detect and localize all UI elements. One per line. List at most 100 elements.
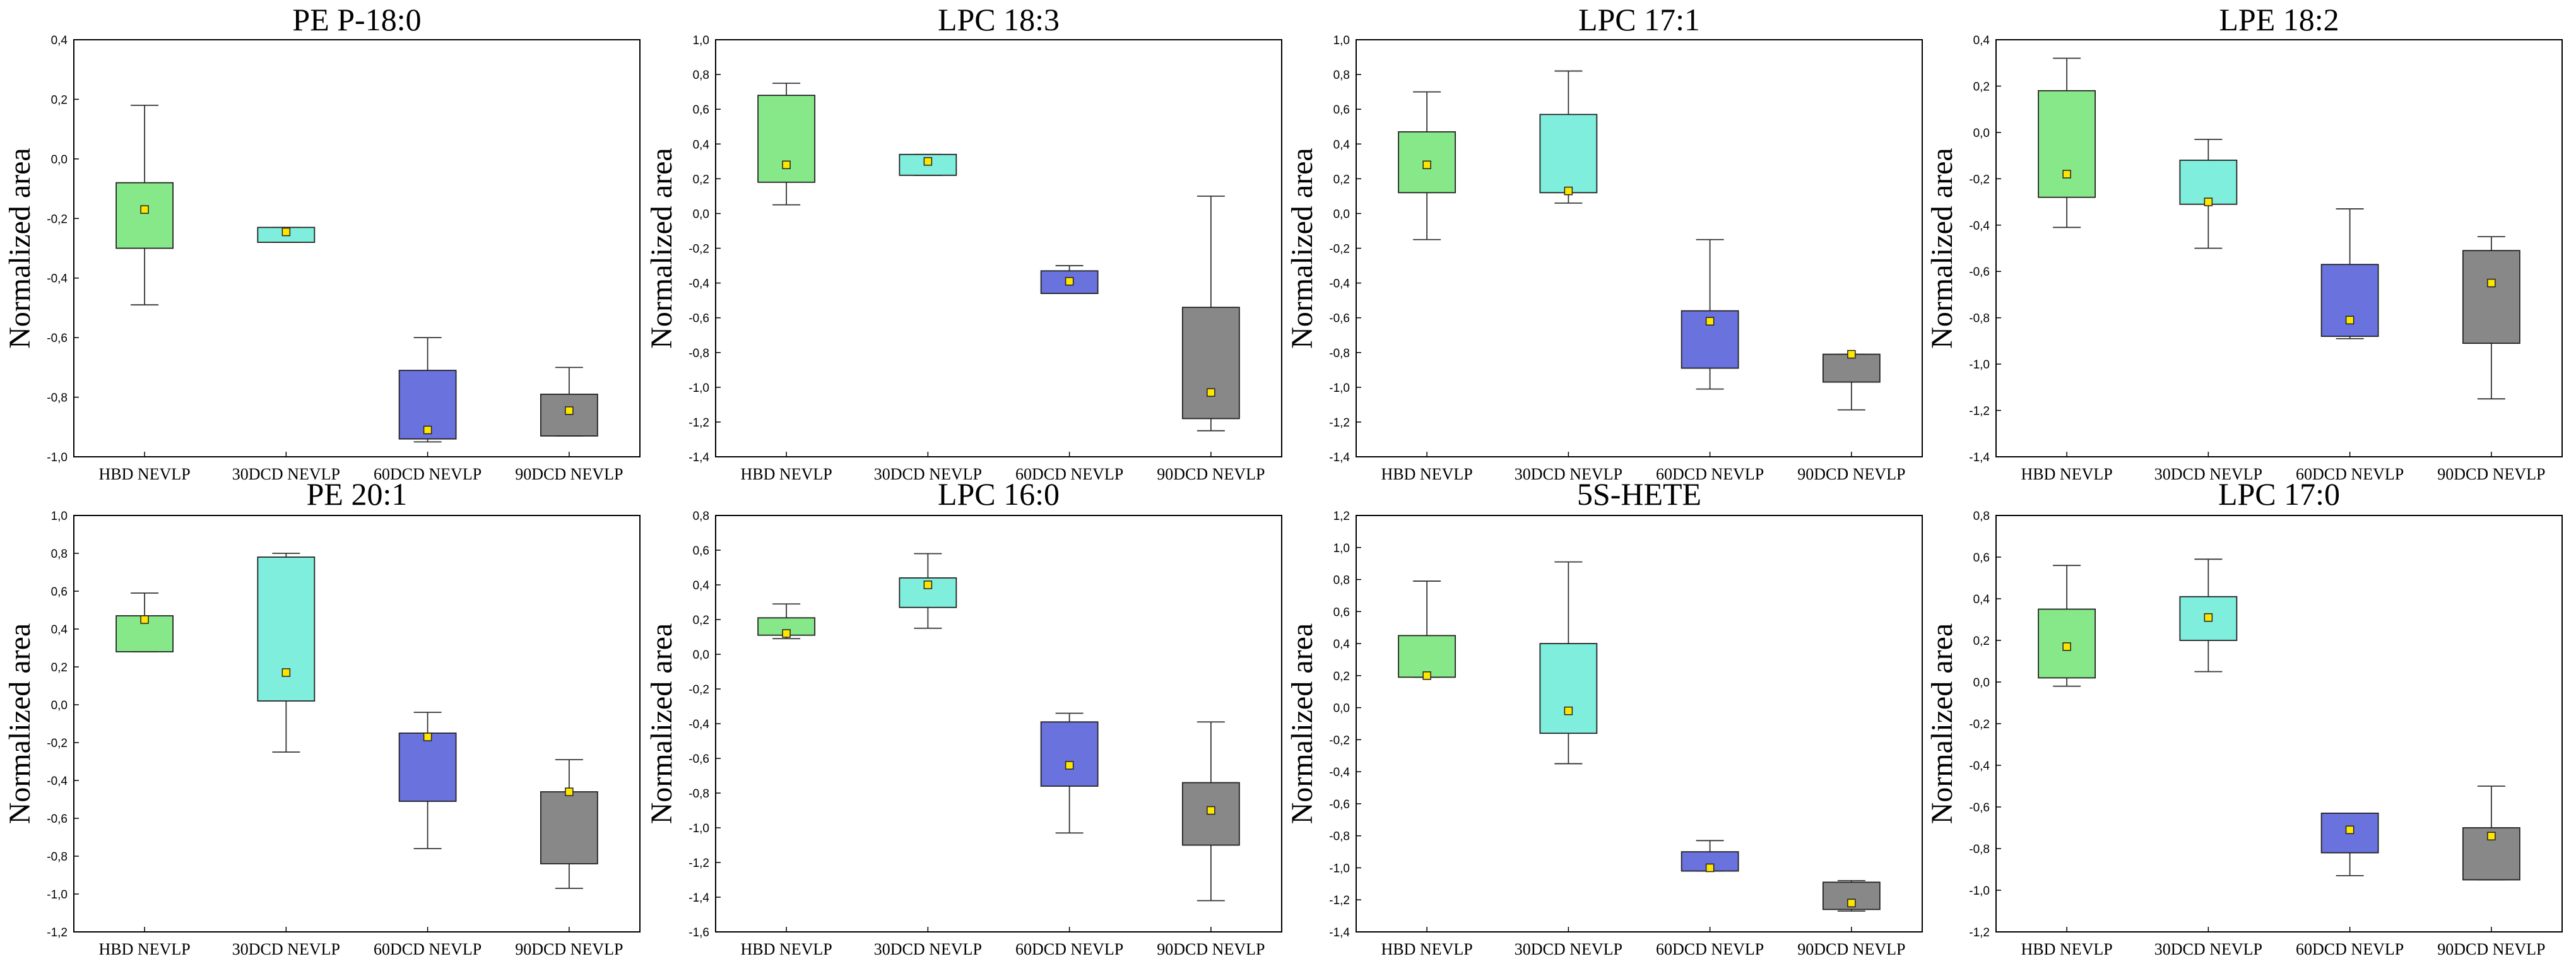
box-iqr: [1822, 353, 1881, 383]
box-3: [1681, 238, 1739, 390]
chart-title: LPC 18:3: [938, 2, 1060, 37]
y-tick-label: -0,4: [1969, 760, 1990, 773]
chart-panel-4: LPE 18:2 Normalized area -1,4 -1,2 -1,0 -0,8 -…: [1925, 2, 2563, 483]
mean-marker: [1065, 761, 1074, 770]
y-tick-label: 0,6: [1333, 606, 1350, 619]
y-tick-label: 0,6: [1973, 551, 1990, 565]
box-4: [540, 367, 598, 437]
x-tick-label: HBD NEVLP: [2021, 940, 2113, 958]
chart-title: LPC 16:0: [938, 476, 1060, 512]
x-tick-label: 90DCD NEVLP: [515, 940, 623, 958]
box-iqr: [115, 615, 174, 652]
x-tick-label: HBD NEVLP: [2021, 465, 2113, 483]
y-tick-label: -0,4: [1329, 278, 1350, 291]
y-tick-label: 1,2: [1333, 510, 1350, 523]
mean-marker: [281, 227, 291, 237]
y-tick-label: -1,2: [688, 857, 709, 870]
box-4: [1822, 350, 1881, 411]
y-tick-label: -1,2: [1969, 926, 1990, 939]
mean-marker: [423, 425, 432, 435]
x-tick-label: 30DCD NEVLP: [2154, 465, 2262, 483]
y-axis-label: Normalized area: [3, 148, 37, 348]
box-4: [1181, 195, 1240, 432]
chart-title: 5S-HETE: [1577, 476, 1701, 512]
y-tick-label: 0,2: [1973, 635, 1990, 648]
y-tick-label: -0,4: [688, 278, 709, 291]
x-tick-label: 90DCD NEVLP: [515, 465, 623, 483]
y-tick-label: -0,8: [1969, 312, 1990, 326]
mean-marker: [2487, 278, 2496, 288]
y-tick-label: -0,8: [1969, 843, 1990, 856]
y-tick-label: 0,0: [51, 699, 68, 712]
y-tick-label: 0,2: [1973, 80, 1990, 93]
mean-marker: [2204, 613, 2213, 622]
y-tick-label: -1,0: [1969, 885, 1990, 898]
y-tick-label: -0,6: [1329, 312, 1350, 326]
y-tick-label: 0,0: [51, 153, 68, 167]
y-tick-label: -1,0: [688, 382, 709, 395]
y-tick-label: -0,4: [47, 775, 68, 788]
box-3: [1681, 840, 1739, 873]
y-tick-label: -1,0: [47, 888, 68, 902]
plot-frame: [73, 39, 641, 457]
box-2: [899, 153, 957, 176]
mean-marker: [565, 787, 574, 796]
mean-marker: [1422, 160, 1431, 170]
y-tick-label: 0,2: [51, 661, 68, 674]
y-tick-label: 1,0: [693, 34, 709, 47]
chart-panel-3: LPC 17:1 Normalized area -1,4 -1,2 -1,0 -0,8 -…: [1285, 2, 1923, 483]
chart-panel-2: LPC 18:3 Normalized area -1,4 -1,2 -1,0 -0,8 -…: [645, 2, 1282, 483]
x-tick-label: 30DCD NEVLP: [232, 940, 340, 958]
box-3: [2320, 208, 2379, 339]
chart-panel-8: LPC 17:0 Normalized area -1,2 -1,0 -0,8 -0,6 -…: [1925, 476, 2563, 958]
chart-panel-7: 5S-HETE Normalized area -1,4 -1,2 -1,0 -0,8 -0…: [1285, 476, 1923, 958]
box-iqr: [2038, 90, 2096, 198]
x-tick-label: 30DCD NEVLP: [1515, 940, 1622, 958]
mean-marker: [1705, 317, 1715, 326]
y-tick-label: 0,4: [1973, 34, 1990, 47]
box-iqr: [1539, 643, 1598, 734]
y-tick-label: 0,2: [1333, 173, 1350, 186]
y-axis-label: Normalized area: [645, 148, 678, 348]
y-tick-label: 0,8: [693, 69, 709, 82]
y-axis-label: Normalized area: [3, 623, 37, 824]
x-tick-label: 60DCD NEVLP: [374, 940, 482, 958]
chart-title: PE P-18:0: [292, 2, 421, 37]
box-1: [2038, 565, 2096, 687]
box-iqr: [757, 95, 816, 183]
box-3: [1040, 712, 1099, 834]
mean-marker: [1207, 806, 1215, 815]
box-3: [398, 712, 457, 849]
x-tick-label: 90DCD NEVLP: [1157, 940, 1265, 958]
mean-marker: [281, 668, 291, 677]
chart-title: LPC 17:1: [1578, 2, 1700, 37]
y-tick-label: 0,0: [693, 208, 709, 221]
y-tick-label: -0,6: [1329, 798, 1350, 811]
y-tick-label: 0,8: [1333, 574, 1350, 587]
box-1: [115, 592, 174, 652]
box-4: [1181, 721, 1240, 902]
box-1: [115, 104, 174, 306]
y-tick-label: 0,6: [693, 544, 709, 558]
x-tick-label: 90DCD NEVLP: [2437, 940, 2545, 958]
mean-marker: [2062, 170, 2071, 179]
plot-frame: [1356, 515, 1923, 933]
plot-frame: [715, 39, 1282, 457]
y-tick-label: 0,8: [1333, 69, 1350, 82]
y-axis-label: Normalized area: [1925, 148, 1959, 348]
mean-marker: [782, 160, 791, 170]
mean-marker: [1847, 898, 1856, 908]
box-1: [1398, 580, 1456, 680]
box-3: [2320, 813, 2379, 876]
y-tick-label: -0,6: [688, 312, 709, 326]
y-tick-label: 0,8: [51, 548, 68, 561]
box-iqr: [115, 182, 174, 249]
y-tick-label: -0,2: [1329, 243, 1350, 256]
y-tick-label: -0,8: [47, 392, 68, 405]
y-tick-label: -1,2: [688, 416, 709, 430]
y-tick-label: 0,6: [51, 586, 68, 599]
x-tick-label: HBD NEVLP: [99, 465, 191, 483]
y-axis-label: Normalized area: [1285, 623, 1319, 824]
y-tick-label: -0,4: [688, 718, 709, 731]
